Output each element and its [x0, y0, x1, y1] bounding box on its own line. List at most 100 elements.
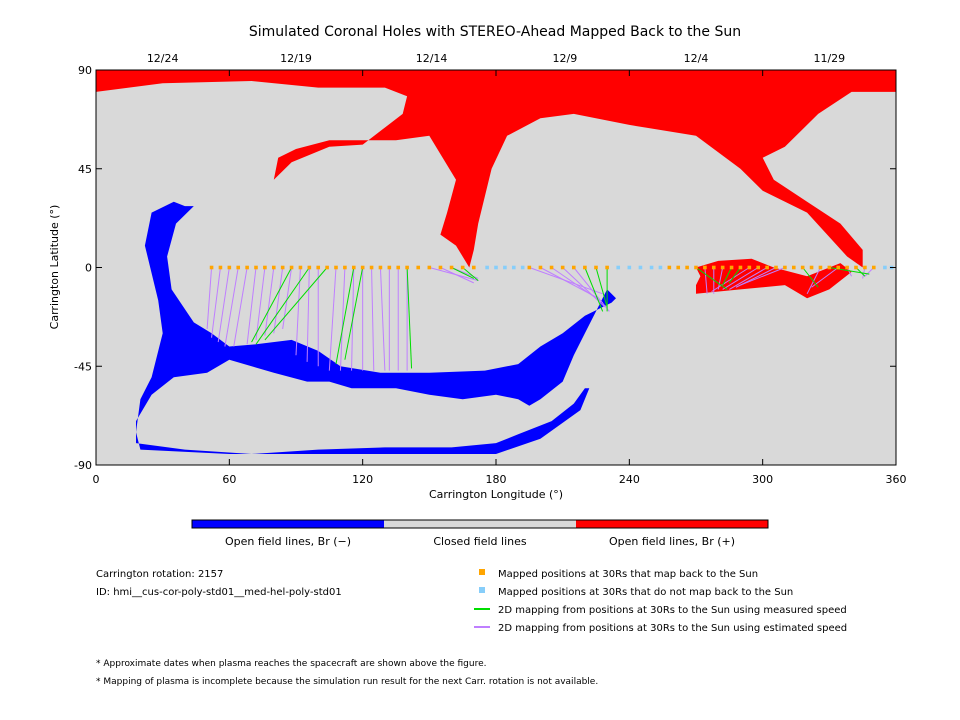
- y-tick-label: 45: [78, 163, 92, 176]
- estimated-mapping-line: [806, 267, 821, 295]
- not-mapped-point: [520, 265, 525, 270]
- mapped-point: [747, 265, 752, 270]
- mapping-lines: [206, 267, 875, 371]
- estimated-mapping-line: [371, 267, 375, 371]
- axes: 0 60 120 180 240 300 360 -90 -45 0 45 90 12/24 12/19 1…: [74, 52, 906, 486]
- mapped-point: [416, 265, 421, 270]
- mapped-point: [405, 265, 409, 270]
- not-mapped-point: [627, 265, 632, 270]
- estimated-mapping-line: [717, 267, 724, 290]
- x-tick-label: 60: [222, 473, 236, 486]
- mapped-point: [245, 265, 249, 270]
- plot-area: [95, 69, 897, 466]
- not-mapped-point: [883, 265, 887, 270]
- estimated-mapping-line: [740, 267, 786, 286]
- mapped-point: [871, 265, 876, 270]
- mapped-point: [583, 265, 587, 270]
- x-tick-label: 180: [486, 473, 507, 486]
- estimated-mapping-line: [224, 267, 239, 347]
- mapped-point: [460, 265, 465, 270]
- chart-title: Simulated Coronal Holes with STEREO-Ahea…: [249, 24, 741, 40]
- mapped-point: [845, 265, 849, 270]
- mapped-point: [836, 265, 841, 270]
- mapped-point: [854, 265, 858, 270]
- measured-mapping-line: [406, 267, 413, 369]
- mapped-point: [783, 265, 787, 270]
- y-axis-label: Carrington Latitude (°): [48, 205, 61, 330]
- estimated-mapping-line: [379, 267, 386, 371]
- measured-mapping-line: [335, 267, 355, 365]
- legend-marker: [479, 569, 485, 575]
- y-tick-label: -90: [74, 459, 92, 472]
- mapped-point: [307, 265, 312, 270]
- mapped-point: [818, 265, 823, 270]
- mapped-point: [527, 265, 532, 270]
- negative-region-0: [136, 201, 616, 454]
- measured-mapping-line: [264, 267, 328, 341]
- mapped-point: [676, 265, 681, 270]
- mapped-positions: [209, 265, 894, 270]
- mapped-point: [738, 265, 743, 270]
- colorbar-label: Open field lines, Br (−): [225, 535, 351, 548]
- mapped-point: [325, 265, 329, 270]
- not-mapped-point: [638, 265, 643, 270]
- footnote-incomplete: * Mapping of plasma is incomplete becaus…: [96, 677, 598, 687]
- estimated-mapping-line: [711, 267, 750, 293]
- mapped-point: [369, 265, 374, 270]
- mapped-point: [449, 265, 454, 270]
- legend-label: 2D mapping from positions at 30Rs to the…: [498, 623, 847, 634]
- footnote-dates: * Approximate dates when plasma reaches …: [96, 659, 487, 669]
- mapped-point: [774, 265, 778, 270]
- mapped-point: [396, 265, 401, 270]
- measured-mapping-line: [728, 267, 741, 284]
- mapped-point: [343, 265, 347, 270]
- mapped-point: [711, 265, 716, 270]
- date-tick-label: 12/24: [147, 52, 179, 65]
- x-tick-label: 120: [352, 473, 373, 486]
- mapped-point: [209, 265, 214, 270]
- legend-marker: [479, 587, 485, 593]
- not-mapped-point: [485, 265, 489, 270]
- mapped-point: [378, 265, 383, 270]
- measured-mapping-line: [829, 267, 870, 275]
- mapped-point: [280, 265, 285, 270]
- mapped-point: [800, 265, 805, 270]
- estimated-mapping-line: [573, 267, 610, 312]
- mapped-point: [571, 265, 576, 270]
- run-id-text: ID: hmi__cus-cor-poly-std01__med-hel-pol…: [96, 587, 342, 598]
- mapped-point: [560, 265, 565, 270]
- estimated-mapping-line: [273, 267, 284, 334]
- mapped-point: [756, 265, 761, 270]
- colorbar-segment: [576, 520, 768, 528]
- open-field-regions: [96, 70, 896, 454]
- mapped-point: [720, 265, 725, 270]
- mapped-point: [218, 265, 223, 270]
- estimated-mapping-line: [211, 267, 221, 338]
- mapped-point: [765, 265, 769, 270]
- mapped-point: [387, 265, 392, 270]
- mapped-point: [694, 265, 698, 270]
- mapped-point: [549, 265, 554, 270]
- estimated-mapping-line: [264, 267, 275, 336]
- x-tick-label: 0: [93, 473, 100, 486]
- mapped-point: [236, 265, 241, 270]
- positive-region-0: [96, 70, 896, 268]
- x-tick-label: 360: [886, 473, 907, 486]
- colorbar-segment: [192, 520, 384, 528]
- mapped-point: [538, 265, 543, 270]
- estimated-mapping-line: [722, 267, 759, 290]
- mapped-point: [334, 265, 338, 270]
- x-axis-label: Carrington Longitude (°): [429, 488, 563, 501]
- mapped-point: [471, 265, 476, 270]
- mapped-point: [227, 265, 232, 270]
- carrington-rotation-text: Carrington rotation: 2157: [96, 569, 223, 580]
- mapped-point: [360, 265, 365, 270]
- estimated-mapping-line: [246, 267, 257, 345]
- colorbar-label: Open field lines, Br (+): [609, 535, 735, 548]
- measured-mapping-line: [251, 267, 292, 343]
- date-tick-label: 12/9: [553, 52, 578, 65]
- legend: Mapped positions at 30Rs that map back t…: [474, 569, 847, 634]
- measured-mapping-line: [255, 267, 310, 345]
- not-mapped-point: [649, 265, 654, 270]
- measured-mapping-line: [584, 267, 604, 312]
